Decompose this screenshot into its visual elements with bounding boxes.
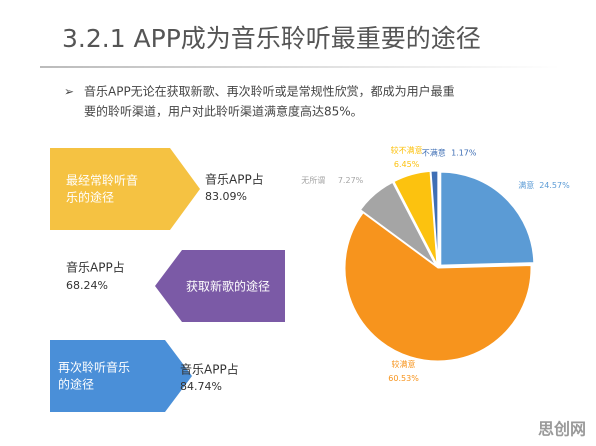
value-label: 60.53% bbox=[388, 374, 419, 383]
callout-note: 83.09% bbox=[205, 190, 247, 203]
slice-label: 满意 bbox=[518, 180, 534, 190]
callout-text: 最经常聆听音 bbox=[66, 173, 138, 188]
value-label: 24.57% bbox=[539, 181, 570, 190]
callout-text: 的途径 bbox=[58, 377, 94, 392]
callout-note: 音乐APP占 bbox=[205, 172, 264, 187]
pie-slice bbox=[430, 170, 439, 265]
value-label: 6.45% bbox=[394, 160, 420, 169]
value-label: 1.17% bbox=[451, 149, 477, 158]
callout-text: 再次聆听音乐 bbox=[58, 360, 130, 375]
slice-label: 无所谓 bbox=[301, 175, 325, 185]
slice-label: 较不满意 bbox=[391, 145, 423, 155]
pie-slice bbox=[393, 170, 438, 265]
title-rule bbox=[40, 66, 560, 68]
callout-box bbox=[50, 340, 192, 412]
value-label: 7.27% bbox=[338, 176, 364, 185]
callout-note: 音乐APP占 bbox=[180, 362, 239, 377]
bullet-marker: ➢ bbox=[64, 85, 74, 99]
pie-chart: 满意 24.57% 较满意 60.53% 无所谓 7.27% 较不满意 6.45%不满意 1.1… bbox=[301, 145, 570, 383]
pie-slice bbox=[344, 212, 532, 362]
watermark: 思创网 bbox=[538, 420, 586, 439]
callout-text: 乐的途径 bbox=[66, 190, 114, 205]
callout-box bbox=[50, 148, 200, 230]
bullet-line: 音乐APP无论在获取新歌、再次聆听或是常规性欣赏，都成为用户最重 bbox=[84, 84, 455, 99]
pie-slice bbox=[440, 171, 535, 266]
slice-label: 较满意 bbox=[392, 359, 416, 369]
title: 3.2.1 APP成为音乐聆听最重要的途径 bbox=[62, 24, 481, 53]
slice-label: 不满意 bbox=[422, 148, 446, 158]
pie-slice bbox=[359, 181, 436, 266]
callout-note: 84.74% bbox=[180, 380, 222, 393]
callout-note: 音乐APP占 bbox=[66, 260, 125, 275]
callout-box bbox=[155, 250, 285, 322]
bullet-line: 要的聆听渠道，用户对此聆听渠道满意度高达85%。 bbox=[84, 104, 363, 119]
callout-note: 68.24% bbox=[66, 279, 108, 292]
callout-text: 获取新歌的途径 bbox=[186, 279, 270, 294]
